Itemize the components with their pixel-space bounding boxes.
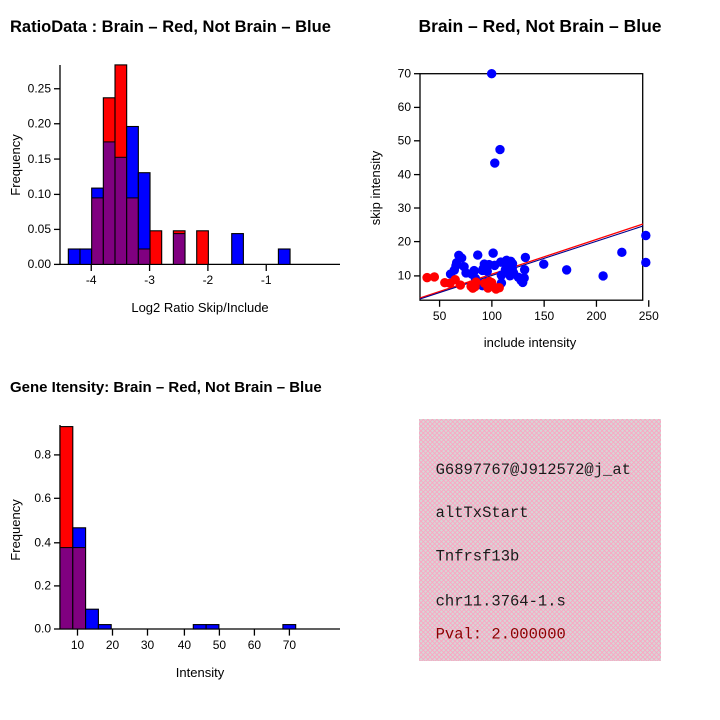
svg-text:30: 30 bbox=[398, 201, 412, 215]
svg-text:0.20: 0.20 bbox=[28, 117, 52, 131]
svg-text:-3: -3 bbox=[144, 273, 155, 287]
svg-text:150: 150 bbox=[534, 309, 554, 323]
svg-text:50: 50 bbox=[398, 134, 412, 148]
svg-text:50: 50 bbox=[433, 309, 447, 323]
svg-text:Log2 Ratio Skip/Include: Log2 Ratio Skip/Include bbox=[131, 300, 268, 315]
svg-text:50: 50 bbox=[213, 638, 227, 652]
svg-text:10: 10 bbox=[71, 638, 85, 652]
svg-text:0.8: 0.8 bbox=[34, 448, 51, 462]
svg-text:200: 200 bbox=[586, 309, 606, 323]
svg-text:Frequency: Frequency bbox=[8, 134, 23, 196]
svg-text:Pval: 2.000000: Pval: 2.000000 bbox=[436, 625, 566, 643]
svg-text:skip intensity: skip intensity bbox=[368, 150, 383, 225]
svg-text:Brain – Red, Not Brain – Blue: Brain – Red, Not Brain – Blue bbox=[418, 16, 661, 36]
svg-text:10: 10 bbox=[398, 269, 412, 283]
svg-text:include intensity: include intensity bbox=[484, 335, 577, 350]
svg-text:Intensity: Intensity bbox=[176, 665, 225, 680]
svg-text:100: 100 bbox=[482, 309, 502, 323]
svg-text:0.25: 0.25 bbox=[28, 82, 52, 96]
svg-text:0.00: 0.00 bbox=[28, 257, 52, 271]
svg-text:30: 30 bbox=[141, 638, 155, 652]
svg-text:altTxStart: altTxStart bbox=[436, 504, 529, 522]
svg-text:Frequency: Frequency bbox=[8, 499, 23, 561]
svg-text:70: 70 bbox=[283, 638, 297, 652]
svg-text:Tnfrsf13b: Tnfrsf13b bbox=[436, 547, 520, 565]
svg-text:20: 20 bbox=[106, 638, 120, 652]
svg-text:0.05: 0.05 bbox=[28, 222, 52, 236]
svg-text:0.10: 0.10 bbox=[28, 187, 52, 201]
svg-text:-4: -4 bbox=[86, 273, 97, 287]
svg-text:Gene Itensity: Brain – Red, No: Gene Itensity: Brain – Red, Not Brain – … bbox=[10, 379, 322, 396]
svg-text:0.0: 0.0 bbox=[34, 622, 51, 636]
svg-text:60: 60 bbox=[398, 100, 412, 114]
svg-text:40: 40 bbox=[398, 167, 412, 181]
svg-text:60: 60 bbox=[248, 638, 262, 652]
svg-text:70: 70 bbox=[398, 67, 412, 81]
svg-text:0.2: 0.2 bbox=[34, 579, 51, 593]
svg-text:0.15: 0.15 bbox=[28, 152, 52, 166]
svg-text:chr11.3764-1.s: chr11.3764-1.s bbox=[436, 592, 566, 610]
svg-text:0.6: 0.6 bbox=[34, 491, 51, 505]
svg-text:250: 250 bbox=[639, 309, 659, 323]
svg-text:RatioData : Brain – Red, Not B: RatioData : Brain – Red, Not Brain – Blu… bbox=[10, 18, 331, 36]
svg-text:-1: -1 bbox=[261, 273, 272, 287]
svg-text:G6897767@J912572@j_at: G6897767@J912572@j_at bbox=[436, 461, 631, 479]
svg-text:-2: -2 bbox=[203, 273, 214, 287]
svg-text:20: 20 bbox=[398, 234, 412, 248]
svg-text:40: 40 bbox=[178, 638, 192, 652]
svg-text:0.4: 0.4 bbox=[34, 536, 51, 550]
